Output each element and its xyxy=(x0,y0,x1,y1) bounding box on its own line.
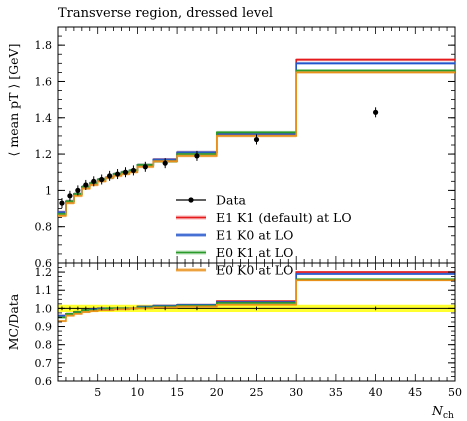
y-tick-label: 0.6 xyxy=(35,257,53,270)
data-point xyxy=(75,187,81,193)
x-tick-label: 50 xyxy=(448,386,462,399)
chart-title: Transverse region, dressed level xyxy=(58,6,273,21)
y-tick-label: 1 xyxy=(45,184,52,197)
legend-label-e1-k0-at-lo: E1 K0 at LO xyxy=(216,228,293,243)
data-point xyxy=(253,136,260,143)
x-tick-label: 10 xyxy=(130,386,144,399)
x-tick-label: 20 xyxy=(210,386,224,399)
ratio-y-axis-label: MC/Data xyxy=(6,293,21,350)
legend-marker-data xyxy=(188,197,194,203)
data-point xyxy=(142,164,148,170)
data-point xyxy=(114,171,121,177)
ratio-y-tick-label: 0.9 xyxy=(35,321,53,334)
data-point xyxy=(91,178,97,184)
ratio-plot-panel: 0.6 0.7 0.8 0.9 1.0 1.1 1.2 5 10 15 20 25 30 35 40 45 50 xyxy=(35,262,462,399)
ratio-y-tick-label: 1.2 xyxy=(35,266,53,279)
data-point xyxy=(83,182,89,188)
x-axis-label: Nch xyxy=(431,403,454,421)
ratio-y-tick-label: 0.8 xyxy=(35,339,53,352)
y-tick-label: 1.8 xyxy=(35,39,53,52)
x-tick-label: 40 xyxy=(369,386,383,399)
data-point xyxy=(194,153,200,159)
legend-label-e1-k1-default-at-lo: E1 K1 (default) at LO xyxy=(216,210,352,225)
ratio-y-tick-label: 1.0 xyxy=(35,302,53,315)
data-point xyxy=(162,160,168,166)
x-tick-label: 15 xyxy=(170,386,184,399)
y-tick-label: 1.2 xyxy=(35,148,53,161)
main-plot-panel: 0.6 0.8 1 1.2 1.4 1.6 1.8 xyxy=(35,26,456,270)
ratio-line-e0-k0-at-lo xyxy=(58,279,455,322)
data-point xyxy=(59,200,65,206)
ratio-y-tick-label: 0.6 xyxy=(35,375,53,388)
x-tick-label: 35 xyxy=(329,386,343,399)
data-point xyxy=(373,109,379,115)
legend: Data E1 K1 (default) at LO E1 K0 at LO E0 K… xyxy=(176,193,352,278)
legend-label-e0-k0-at-lo: E0 K0 at LO xyxy=(216,263,293,278)
x-tick-label: 5 xyxy=(94,386,101,399)
x-tick-label: 45 xyxy=(408,386,422,399)
y-axis-label: ⟨ mean pT ⟩ [GeV] xyxy=(6,44,21,157)
data-point xyxy=(122,169,129,175)
legend-label-e0-k1-at-lo: E0 K1 at LO xyxy=(216,245,293,260)
ratio-y-tick-label: 1.1 xyxy=(35,284,53,297)
x-tick-label: 25 xyxy=(250,386,264,399)
y-tick-label: 1.4 xyxy=(35,112,53,125)
data-point xyxy=(99,176,105,183)
y-tick-label: 0.8 xyxy=(35,221,53,234)
data-point xyxy=(107,173,113,179)
data-point xyxy=(130,167,137,174)
y-tick-label: 1.6 xyxy=(35,75,53,88)
data-point xyxy=(67,193,73,199)
ratio-y-tick-label: 0.7 xyxy=(35,357,53,370)
legend-label-data: Data xyxy=(216,193,246,208)
x-tick-label: 30 xyxy=(289,386,303,399)
